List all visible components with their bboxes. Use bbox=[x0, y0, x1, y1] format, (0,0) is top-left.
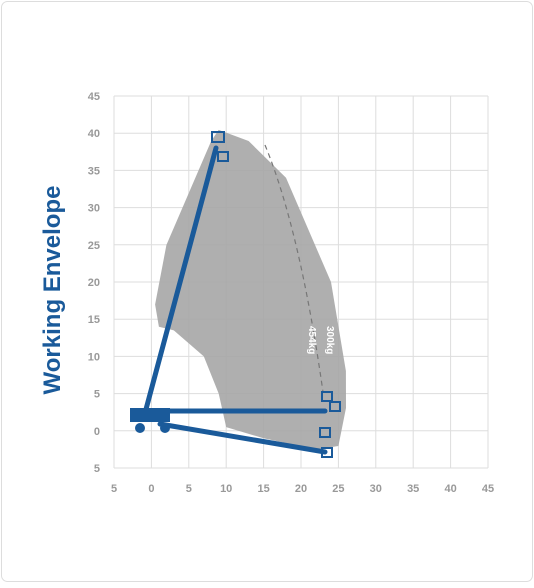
y-tick-label: 15 bbox=[88, 314, 100, 326]
x-tick-label: 45 bbox=[482, 483, 494, 495]
y-tick-label: 5 bbox=[94, 463, 100, 475]
y-tick-label: 0 bbox=[94, 426, 100, 438]
x-tick-label: 0 bbox=[148, 483, 154, 495]
load-label: 454kg bbox=[306, 326, 317, 354]
load-label: 300kg bbox=[324, 326, 335, 354]
boom bbox=[135, 131, 341, 458]
x-tick-label: 5 bbox=[186, 483, 192, 495]
title: Working Envelope bbox=[39, 186, 66, 395]
y-tick-label: 35 bbox=[88, 165, 100, 177]
x-tick-label: 10 bbox=[220, 483, 232, 495]
envelope bbox=[155, 129, 346, 450]
x-tick-label: 30 bbox=[370, 483, 382, 495]
y-tick-label: 30 bbox=[88, 203, 100, 215]
wheel bbox=[160, 423, 170, 433]
x-tick-label: 25 bbox=[332, 483, 344, 495]
x-tick-label: 35 bbox=[407, 483, 419, 495]
wheel bbox=[135, 423, 145, 433]
x-tick-label: 20 bbox=[295, 483, 307, 495]
y-tick-label: 25 bbox=[88, 240, 100, 252]
y-tick-label: 45 bbox=[88, 91, 100, 103]
y-tick-label: 5 bbox=[94, 389, 100, 401]
y-tick-label: 40 bbox=[88, 128, 100, 140]
x-tick-label: 15 bbox=[257, 483, 269, 495]
x-tick-label: 40 bbox=[444, 483, 456, 495]
y-tick-label: 20 bbox=[88, 277, 100, 289]
capacity-line bbox=[264, 144, 324, 393]
y-tick-label: 10 bbox=[88, 351, 100, 363]
x-tick-label: 5 bbox=[111, 483, 117, 495]
chassis bbox=[130, 408, 170, 422]
